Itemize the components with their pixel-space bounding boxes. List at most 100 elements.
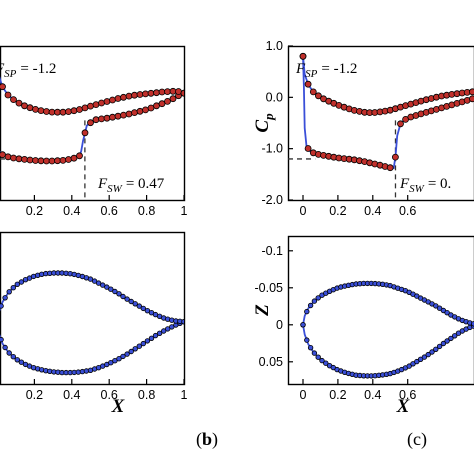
lower-surface-point — [112, 288, 118, 295]
x-tick-label: 0.4 — [63, 388, 80, 402]
upper-surface-point — [10, 354, 16, 360]
lower-surface-point — [4, 91, 12, 99]
fsw-annotation: FSW = 0.47 — [97, 176, 165, 195]
upper-surface-point — [156, 330, 163, 336]
x-tick-label: 0.4 — [364, 204, 381, 218]
upper-surface-point — [10, 154, 17, 162]
lower-surface-point — [0, 83, 6, 91]
lower-surface-point — [6, 289, 12, 295]
y-tick-label: 0.05 — [259, 355, 283, 369]
lower-surface-point — [81, 104, 89, 112]
lower-surface-point — [180, 89, 184, 97]
upper-surface-point — [81, 129, 89, 137]
upper-surface-point — [311, 350, 318, 356]
plot-area — [0, 54, 184, 200]
upper-surface-point — [386, 164, 394, 172]
upper-surface-point — [448, 335, 454, 342]
fsw-annotation: FSW = 0. — [399, 176, 451, 195]
upper-surface-point — [307, 345, 314, 351]
upper-surface-point — [304, 145, 312, 152]
x-tick-label: 0.2 — [26, 388, 43, 402]
lower-surface-point — [300, 322, 306, 328]
y-tick-label: -1.0 — [261, 142, 283, 156]
lower-surface-point — [314, 92, 322, 100]
lower-surface-point — [59, 108, 67, 116]
lower-surface-point — [169, 87, 177, 95]
upper-surface-point — [18, 359, 25, 365]
plot-area — [0, 270, 184, 376]
lower-surface-point — [131, 91, 138, 99]
lower-surface-point — [104, 284, 110, 290]
y-tick-label: -2.0 — [261, 193, 283, 207]
lower-surface-point — [15, 99, 23, 107]
lower-surface-point — [32, 106, 39, 113]
x-tick-label: 0.6 — [399, 388, 416, 402]
lower-surface-point — [108, 286, 114, 292]
lower-surface-point — [311, 298, 318, 304]
x-tick-label: 0.6 — [101, 204, 118, 218]
upper-surface-point — [26, 156, 34, 164]
upper-surface-point — [132, 346, 138, 352]
upper-surface-point — [21, 155, 28, 163]
upper-surface-point — [76, 152, 83, 160]
upper-surface-point — [391, 153, 399, 161]
panel-c-cp-plot: 0 0.2 0.4 0.6 -2.0 -1.0 0.0 1.0 FSP = -1.2 FSW = 0.… — [252, 39, 474, 218]
lower-surface-point — [147, 89, 155, 97]
lower-surface-point — [444, 310, 450, 316]
lower-surface-point — [132, 301, 138, 307]
upper-surface-point — [140, 340, 146, 347]
upper-surface-point — [116, 356, 122, 362]
lower-surface-point — [43, 108, 50, 115]
lower-surface-point — [14, 281, 20, 287]
fsp-annotation: FSP= -1.2 — [295, 61, 357, 80]
lower-surface-point — [10, 285, 16, 291]
upper-surface-point — [142, 106, 149, 114]
upper-surface-point — [440, 340, 447, 347]
lower-surface-point — [128, 298, 134, 305]
upper-surface-point — [319, 357, 325, 364]
upper-surface-point — [169, 95, 177, 103]
upper-surface-point — [323, 360, 329, 366]
panel-label-b: (b) — [196, 429, 218, 450]
y-tick-label: 0.0 — [266, 90, 283, 104]
upper-surface-point — [43, 157, 50, 165]
lower-surface-point — [109, 96, 116, 104]
lower-surface-point — [304, 308, 310, 315]
panel-c-airfoil-plot: 0 0.2 0.4 0.6 0.05 0 -0.05 -0.1 X Z — [252, 235, 474, 417]
x-tick-label: 0.2 — [329, 204, 346, 218]
upper-surface-point — [124, 351, 130, 357]
x-tick-label: 0.8 — [138, 204, 155, 218]
lower-surface-point — [124, 296, 130, 302]
upper-surface-point — [304, 337, 310, 343]
x-tick-label: 0.2 — [329, 388, 346, 402]
lower-surface-point — [18, 279, 25, 285]
upper-surface-point — [15, 155, 23, 163]
upper-surface-point — [14, 357, 20, 363]
upper-surface-point — [109, 113, 116, 121]
lower-surface-point — [309, 88, 317, 96]
lower-surface-point — [136, 91, 144, 98]
upper-surface-point — [92, 116, 100, 124]
upper-surface-point — [136, 107, 144, 115]
upper-surface-point — [148, 335, 155, 341]
y-tick-label: -0.05 — [255, 281, 284, 295]
plot-area — [300, 280, 474, 379]
x-tick-label: 0.6 — [101, 388, 118, 402]
lower-surface-point — [142, 90, 149, 98]
fsp-annotation: FSP= -1.2 — [0, 61, 56, 80]
lower-surface-point — [37, 107, 45, 114]
upper-surface-point — [70, 154, 78, 162]
x-tick-label: 1 — [181, 388, 188, 402]
x-tick-label: 0 — [300, 204, 307, 218]
upper-surface-point — [136, 343, 142, 349]
plot-frame — [287, 45, 474, 202]
y-axis-title: Cp — [252, 113, 276, 133]
upper-surface-point — [128, 348, 134, 355]
x-tick-label: 0.4 — [63, 204, 80, 218]
lower-surface-point — [2, 295, 8, 301]
upper-surface-point — [32, 157, 39, 164]
plot-frame — [287, 235, 474, 386]
upper-surface-point — [48, 157, 56, 165]
upper-surface-point — [114, 112, 122, 120]
